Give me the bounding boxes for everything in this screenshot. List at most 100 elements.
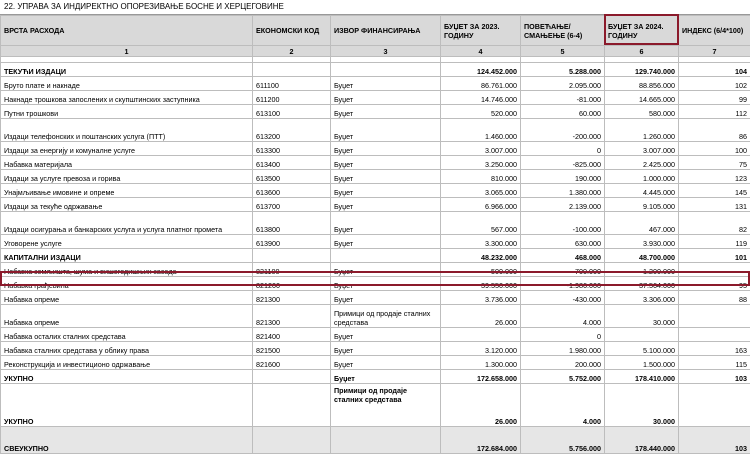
col-number: 2 [253,46,331,57]
table-row: Издаци за енергију и комуналне услуге 61… [1,142,750,156]
row-index: 163 [679,342,750,356]
row-name: Накнаде трошкова запослених и скупштинск… [1,91,253,105]
row-code: 611100 [253,77,331,91]
row-code: 613700 [253,198,331,212]
row-change: 1.980.000 [521,342,605,356]
row-change: 5.752.000 [521,370,605,384]
row-name: Издаци осигурања и банкарских услуга и у… [1,212,253,235]
row-name: Уговорене услуге [1,235,253,249]
table-row: КАПИТАЛНИ ИЗДАЦИ 48.232.000 468.000 48.7… [1,249,750,263]
table-row: Бруто плате и накнаде 611100 Буџет 86.76… [1,77,750,91]
construction-row-highlight [0,271,750,286]
row-name: СВЕУКУПНО [1,427,253,454]
row-index: 101 [679,249,750,263]
row-index: 102 [679,77,750,91]
col-number: 3 [331,46,441,57]
header-funding-source: ИЗВОР ФИНАНСИРАЊА [331,16,441,46]
row-index: 100 [679,142,750,156]
row-name: КАПИТАЛНИ ИЗДАЦИ [1,249,253,263]
row-source: Примици од продаје сталних средстава [331,305,441,328]
header-economic-code: ЕКОНОМСКИ КОД [253,16,331,46]
row-code: 613800 [253,212,331,235]
row-budget-2023: 810.000 [441,170,521,184]
col-number: 7 [679,46,750,57]
row-source [331,63,441,77]
row-index: 75 [679,156,750,170]
row-source: Буџет [331,328,441,342]
row-budget-2024: 3.306.000 [605,291,679,305]
row-budget-2023: 172.684.000 [441,427,521,454]
row-name: ТЕКУЋИ ИЗДАЦИ [1,63,253,77]
row-change: 200.000 [521,356,605,370]
row-change: -100.000 [521,212,605,235]
table-row: Набавка опреме 821300 Примици од продаје… [1,305,750,328]
header-expense-type: ВРСТА РАСХОДА [1,16,253,46]
row-budget-2024: 1.000.000 [605,170,679,184]
row-budget-2023: 1.460.000 [441,119,521,142]
row-code [253,249,331,263]
table-row: Издаци за текуће одржавање 613700 Буџет … [1,198,750,212]
row-name: Набавка осталих сталних средстава [1,328,253,342]
column-number-row: 1 2 3 4 5 6 7 [1,46,750,57]
row-index: 99 [679,91,750,105]
row-budget-2024: 4.445.000 [605,184,679,198]
row-source [331,427,441,454]
row-source: Буџет [331,356,441,370]
row-budget-2023: 3.065.000 [441,184,521,198]
row-index: 103 [679,427,750,454]
row-index: 115 [679,356,750,370]
row-budget-2023: 86.761.000 [441,77,521,91]
row-index: 145 [679,184,750,198]
row-budget-2024: 178.410.000 [605,370,679,384]
row-code: 613100 [253,105,331,119]
row-code [253,427,331,454]
row-change: 4.000 [521,384,605,427]
total-row: УКУПНО Примици од продаје сталних средст… [1,384,750,427]
row-budget-2023: 3.736.000 [441,291,521,305]
table-row: Набавка осталих сталних средстава 821400… [1,328,750,342]
row-code: 821600 [253,356,331,370]
row-index: 112 [679,105,750,119]
row-name: Набавка опреме [1,305,253,328]
row-index [679,384,750,427]
row-budget-2024: 30.000 [605,384,679,427]
row-code [253,63,331,77]
row-budget-2023: 172.658.000 [441,370,521,384]
row-index: 86 [679,119,750,142]
row-budget-2024: 30.000 [605,305,679,328]
row-source: Буџет [331,142,441,156]
row-name: УКУПНО [1,384,253,427]
row-source [331,249,441,263]
row-code [253,384,331,427]
grand-total-row: СВЕУКУПНО 172.684.000 5.756.000 178.440.… [1,427,750,454]
row-name: Издаци телефонских и поштанских услуга (… [1,119,253,142]
row-index: 88 [679,291,750,305]
col-number: 6 [605,46,679,57]
row-code: 821500 [253,342,331,356]
row-source: Буџет [331,91,441,105]
row-budget-2024: 9.105.000 [605,198,679,212]
row-index: 123 [679,170,750,184]
table-row: Набавка материјала 613400 Буџет 3.250.00… [1,156,750,170]
row-source: Буџет [331,212,441,235]
row-index: 119 [679,235,750,249]
row-code: 611200 [253,91,331,105]
row-budget-2024: 467.000 [605,212,679,235]
row-index [679,305,750,328]
row-code [253,370,331,384]
row-source: Буџет [331,291,441,305]
row-name: УКУПНО [1,370,253,384]
table-row: Издаци за услуге превоза и горива 613500… [1,170,750,184]
row-code: 613900 [253,235,331,249]
row-name: Набавка сталних средстава у облику права [1,342,253,356]
table-row: Путни трошкови 613100 Буџет 520.000 60.0… [1,105,750,119]
row-source: Буџет [331,370,441,384]
row-budget-2023: 3.250.000 [441,156,521,170]
row-budget-2024: 3.007.000 [605,142,679,156]
row-code: 613600 [253,184,331,198]
row-name: Набавка материјала [1,156,253,170]
row-code: 821400 [253,328,331,342]
row-budget-2024: 129.740.000 [605,63,679,77]
row-source: Буџет [331,77,441,91]
table-row: Уговорене услуге 613900 Буџет 3.300.000 … [1,235,750,249]
